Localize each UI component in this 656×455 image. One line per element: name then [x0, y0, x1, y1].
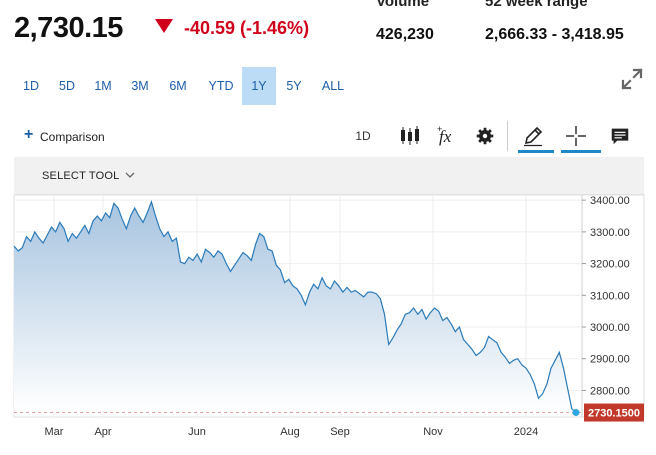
price-change: -40.59 (-1.46%) — [184, 18, 310, 38]
interval-selector[interactable]: 1D — [355, 129, 371, 143]
select-tool-dropdown[interactable]: SELECT TOOL — [42, 170, 120, 182]
volume-value: 426,230 — [376, 26, 434, 43]
range-1d-button[interactable]: 1D — [23, 79, 39, 93]
last-price-tag-box — [584, 403, 644, 422]
y-tick-label: 2800.00 — [590, 385, 630, 397]
price-line — [13, 199, 577, 413]
svg-text:fx: fx — [439, 127, 452, 146]
range-1y-button[interactable]: 1Y — [242, 67, 276, 105]
down-arrow-icon — [155, 19, 173, 33]
y-axis: 3400.00 3300.00 3200.00 3100.00 3000.00 2900.… — [582, 195, 630, 397]
x-tick-label: 2024 — [514, 426, 538, 438]
range-6m-button[interactable]: 6M — [169, 79, 187, 93]
toolbar-divider — [507, 121, 508, 151]
y-tick-label: 3100.00 — [590, 290, 630, 302]
x-tick-label: Aug — [280, 426, 300, 438]
volume-label: Volume — [376, 0, 430, 10]
52-week-range-value: 2,666.33 - 3,418.95 — [485, 26, 624, 43]
comparison-button[interactable]: Comparison — [40, 130, 105, 144]
x-tick-label: Sep — [330, 426, 350, 438]
chevron-down-icon[interactable] — [124, 169, 136, 181]
y-tick-label: 3200.00 — [590, 259, 630, 271]
52-week-range-label: 52 week range — [485, 0, 588, 10]
svg-text:+: + — [437, 124, 442, 134]
range-5d-button[interactable]: 5D — [59, 79, 75, 93]
crosshair-icon[interactable] — [564, 124, 588, 148]
x-tick-label: Nov — [423, 426, 443, 438]
crosshair-tool-underline — [561, 150, 601, 153]
range-5y-button[interactable]: 5Y — [286, 79, 302, 93]
pencil-icon[interactable] — [521, 124, 545, 148]
range-1m-button[interactable]: 1M — [94, 79, 112, 93]
x-tick-label: Jun — [188, 426, 206, 438]
y-tick-label: 3300.00 — [590, 227, 630, 239]
gear-icon[interactable] — [474, 124, 496, 148]
last-price: 2,730.15 — [14, 12, 123, 44]
y-tick-label: 2900.00 — [590, 354, 630, 366]
last-price-dot — [572, 409, 580, 417]
price-area — [14, 201, 576, 413]
range-3m-button[interactable]: 3M — [131, 79, 149, 93]
x-tick-label: Apr — [94, 426, 111, 438]
last-price-tag-label: 2730.1500 — [588, 408, 640, 420]
range-ytd-button[interactable]: YTD — [208, 79, 234, 93]
candlestick-icon[interactable] — [398, 124, 422, 148]
x-axis: Mar Apr Jun Aug Sep Nov 2024 — [45, 426, 539, 438]
function-icon[interactable]: fx + — [436, 124, 460, 148]
price-chart[interactable]: 3400.00 3300.00 3200.00 3100.00 3000.00 2900.… — [0, 195, 656, 455]
comment-icon[interactable] — [609, 124, 631, 148]
y-tick-label: 3400.00 — [590, 195, 630, 207]
pencil-tool-underline — [518, 150, 554, 153]
y-tick-label: 3000.00 — [590, 322, 630, 334]
last-price-tag: 2730.1500 — [14, 403, 644, 422]
x-tick-label: Mar — [45, 426, 64, 438]
plus-icon[interactable]: + — [24, 126, 34, 143]
expand-icon[interactable] — [619, 66, 645, 92]
range-all-button[interactable]: ALL — [321, 79, 345, 93]
